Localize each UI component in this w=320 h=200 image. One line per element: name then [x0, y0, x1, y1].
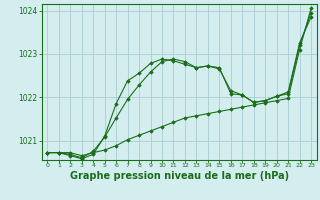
X-axis label: Graphe pression niveau de la mer (hPa): Graphe pression niveau de la mer (hPa) — [70, 171, 289, 181]
